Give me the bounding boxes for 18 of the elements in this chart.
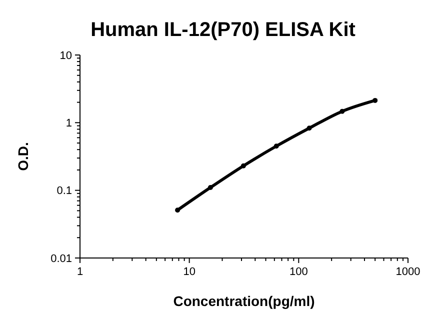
point xyxy=(240,163,246,168)
x-tick-label: 100 xyxy=(289,266,308,278)
y-tick-label: 10 xyxy=(60,50,72,62)
x-tick-label: 10 xyxy=(183,266,196,278)
y-axis-title: O.D. xyxy=(15,142,31,171)
point xyxy=(175,208,180,213)
y-tick-label: 1 xyxy=(66,118,72,130)
point xyxy=(208,185,213,190)
x-tick-label: 1000 xyxy=(396,266,420,278)
y-tick-label: 0.01 xyxy=(50,252,72,265)
x-axis-title: Concentration(pg/ml) xyxy=(173,293,315,309)
chart-title: Human IL-12(P70) ELISA Kit xyxy=(90,19,356,41)
point xyxy=(306,126,312,131)
point xyxy=(340,108,345,114)
point xyxy=(274,144,279,149)
x-tick-label: 1 xyxy=(76,266,84,278)
y-tick-label: 0.1 xyxy=(56,185,72,198)
point xyxy=(372,98,378,103)
